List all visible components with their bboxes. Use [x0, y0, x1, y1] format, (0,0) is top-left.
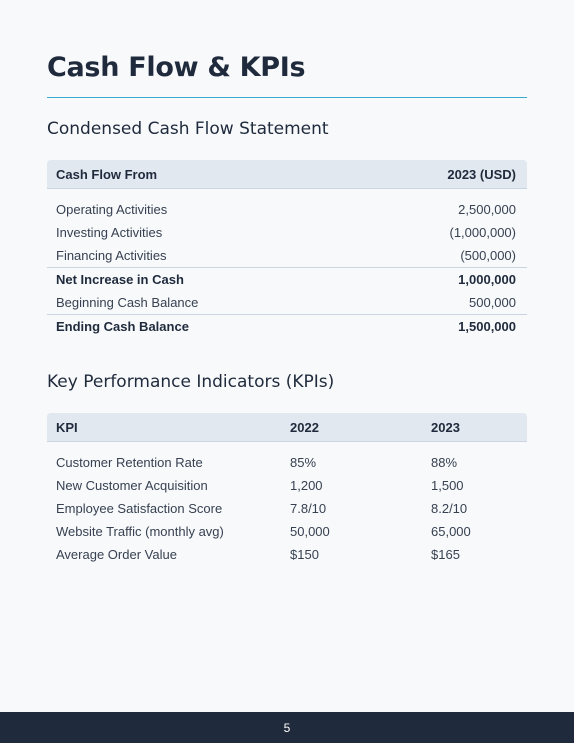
row-label: Financing Activities — [56, 248, 167, 263]
cash-flow-heading: Condensed Cash Flow Statement — [47, 119, 329, 139]
table-header: KPI 2022 2023 — [47, 413, 527, 442]
table-row: Operating Activities 2,500,000 — [47, 198, 527, 221]
page-number: 5 — [283, 720, 291, 735]
kpi-2022: 1,200 — [290, 478, 323, 493]
kpi-2023: 65,000 — [431, 524, 471, 539]
table-row-total: Ending Cash Balance 1,500,000 — [47, 314, 527, 338]
header-cell: Cash Flow From — [56, 166, 158, 182]
kpi-name: Customer Retention Rate — [56, 455, 203, 470]
table-header: Cash Flow From 2023 (USD) — [47, 160, 527, 189]
header-cell: 2023 (USD) — [447, 166, 516, 182]
title-divider — [47, 97, 527, 98]
row-value: 1,000,000 — [458, 272, 516, 287]
row-value: 500,000 — [469, 295, 516, 310]
kpi-heading: Key Performance Indicators (KPIs) — [47, 372, 335, 392]
table-row: Average Order Value $150 $165 — [47, 543, 527, 566]
table-row: Website Traffic (monthly avg) 50,000 65,… — [47, 520, 527, 543]
page-title: Cash Flow & KPIs — [47, 52, 306, 83]
header-cell: 2022 — [290, 419, 319, 435]
header-cell: KPI — [56, 419, 78, 435]
kpi-2023: 8.2/10 — [431, 501, 468, 516]
table-row: Financing Activities (500,000) — [47, 244, 527, 267]
kpi-2023: $165 — [431, 547, 460, 562]
kpi-name: Average Order Value — [56, 547, 177, 562]
cash-flow-table: Cash Flow From 2023 (USD) Operating Acti… — [47, 160, 527, 338]
kpi-2023: 88% — [431, 455, 458, 470]
row-label: Operating Activities — [56, 202, 168, 217]
page-footer: 5 — [0, 712, 574, 743]
row-value: (500,000) — [460, 248, 516, 263]
row-value: 2,500,000 — [458, 202, 516, 217]
kpi-2023: 1,500 — [431, 478, 464, 493]
row-value: 1,500,000 — [458, 319, 516, 334]
table-row: Beginning Cash Balance 500,000 — [47, 291, 527, 314]
table-row: Investing Activities (1,000,000) — [47, 221, 527, 244]
table-row-subtotal: Net Increase in Cash 1,000,000 — [47, 267, 527, 291]
table-row: Customer Retention Rate 85% 88% — [47, 451, 527, 474]
kpi-name: Website Traffic (monthly avg) — [56, 524, 224, 539]
kpi-2022: 7.8/10 — [290, 501, 327, 516]
row-label: Net Increase in Cash — [56, 272, 184, 287]
header-cell: 2023 — [431, 419, 460, 435]
kpi-2022: 50,000 — [290, 524, 330, 539]
kpi-2022: 85% — [290, 455, 317, 470]
row-label: Investing Activities — [56, 225, 163, 240]
kpi-name: New Customer Acquisition — [56, 478, 208, 493]
table-row: Employee Satisfaction Score 7.8/10 8.2/1… — [47, 497, 527, 520]
table-row: New Customer Acquisition 1,200 1,500 — [47, 474, 527, 497]
kpi-name: Employee Satisfaction Score — [56, 501, 223, 516]
row-label: Beginning Cash Balance — [56, 295, 199, 310]
kpi-2022: $150 — [290, 547, 319, 562]
row-label: Ending Cash Balance — [56, 319, 189, 334]
row-value: (1,000,000) — [449, 225, 517, 240]
kpi-table: KPI 2022 2023 Customer Retention Rate 85… — [47, 413, 527, 566]
